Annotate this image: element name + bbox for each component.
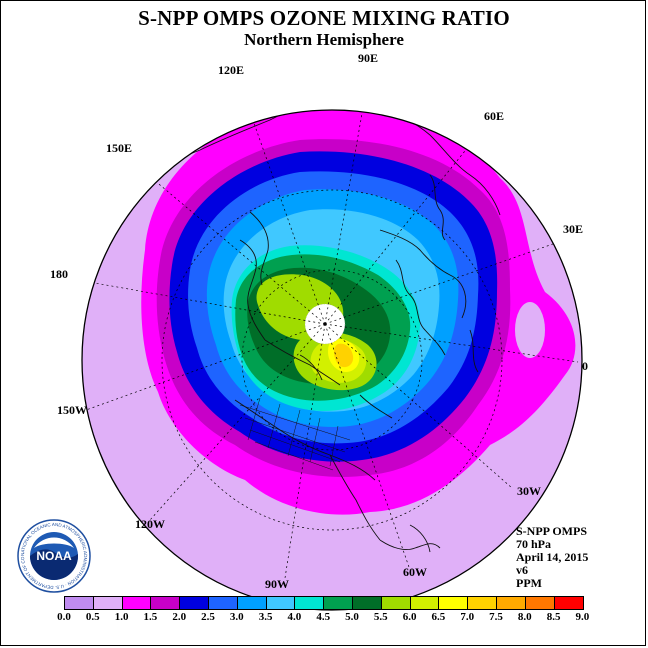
- colorbar-segment: [65, 597, 94, 609]
- colorbar: [64, 596, 585, 610]
- ozone-field: [82, 110, 582, 610]
- map-subtitle: Northern Hemisphere: [244, 30, 404, 49]
- colorbar-tick-label: 6.0: [402, 611, 417, 623]
- colorbar-segment: [93, 597, 123, 609]
- info-date: April 14, 2015: [516, 550, 589, 564]
- colorbar-segment: [208, 597, 238, 609]
- colorbar-tick-label: 1.5: [143, 611, 158, 623]
- colorbar-segment: [266, 597, 296, 609]
- colorbar-tick-label: 7.0: [460, 611, 475, 623]
- colorbar-segment: [122, 597, 152, 609]
- meridian-label-120w: 120W: [135, 517, 165, 531]
- colorbar-segment: [352, 597, 382, 609]
- colorbar-segment: [554, 597, 584, 609]
- info-instrument: S-NPP OMPS: [516, 524, 587, 538]
- meridian-label-30e: 30E: [563, 222, 583, 236]
- info-units: PPM: [516, 576, 542, 590]
- meridian-label-0: 0: [582, 359, 588, 373]
- colorbar-segment: [381, 597, 411, 609]
- colorbar-segment: [295, 597, 325, 609]
- colorbar-ticks: 0.0 0.5 1.0 1.5 2.0 2.5 3.0 3.5 4.0 4.5 5.0 5.5 6.0 6…: [57, 611, 589, 625]
- meridian-label-60w: 60W: [403, 565, 427, 579]
- colorbar-segment: [180, 597, 209, 609]
- meridian-label-60e: 60E: [484, 109, 504, 123]
- info-version: v6: [516, 563, 528, 577]
- colorbar-segment: [237, 597, 267, 609]
- meridian-label-90w: 90W: [265, 577, 289, 591]
- svg-text:NATIONAL OCEANIC AND ATMOSPHER: NATIONAL OCEANIC AND ATMOSPHERIC ADMINIS…: [0, 0, 88, 590]
- colorbar-tick-label: 4.0: [287, 611, 302, 623]
- colorbar-tick-label: 5.5: [373, 611, 388, 623]
- colorbar-segment: [468, 597, 497, 609]
- colorbar-segment: [496, 597, 526, 609]
- colorbar-tick-label: 3.5: [258, 611, 273, 623]
- meridian-labels: 120E 90E 60E 150E 30E 180 0 150W 30W 120…: [50, 51, 588, 591]
- colorbar-segment: [151, 597, 181, 609]
- meridian-label-150w: 150W: [57, 403, 87, 417]
- colorbar-segment: [324, 597, 353, 609]
- colorbar-tick-label: 4.5: [316, 611, 331, 623]
- map-title: S-NPP OMPS OZONE MIXING RATIO: [138, 6, 510, 30]
- noaa-logo-text: NOAA: [36, 549, 72, 563]
- colorbar-segment: [410, 597, 440, 609]
- colorbar-segment: [439, 597, 469, 609]
- noaa-logo-ring-text: NATIONAL OCEANIC AND ATMOSPHERIC ADMINIS…: [0, 0, 88, 590]
- colorbar-tick-label: 0.5: [85, 611, 100, 623]
- colorbar-tick-label: 2.0: [172, 611, 187, 623]
- noaa-logo: NOAA NATIONAL OCEANIC AND ATMOSPHERIC AD…: [0, 0, 91, 593]
- field-low-patch: [515, 302, 545, 358]
- map-boundary: [81, 109, 583, 611]
- colorbar-tick-label: 2.5: [201, 611, 215, 623]
- us-state-grid: [239, 397, 351, 471]
- info-pressure: 70 hPa: [516, 537, 552, 551]
- colorbar-tick-label: 8.0: [517, 611, 532, 623]
- colorbar-tick-label: 3.0: [229, 611, 244, 623]
- colorbar-tick-label: 9.0: [575, 611, 590, 623]
- colorbar-tick-label: 5.0: [345, 611, 359, 623]
- meridian-label-30w: 30W: [517, 484, 541, 498]
- product-info: S-NPP OMPS 70 hPa April 14, 2015 v6 PPM: [516, 525, 588, 590]
- meridian-label-150e: 150E: [106, 141, 132, 155]
- meridian-label-90e: 90E: [358, 51, 378, 65]
- colorbar-tick-label: 1.0: [114, 611, 129, 623]
- colorbar-segment: [525, 597, 555, 609]
- meridian-label-180: 180: [50, 267, 68, 281]
- colorbar-tick-label: 6.5: [431, 611, 446, 623]
- colorbar-tick-label: 0.0: [57, 611, 71, 623]
- meridian-label-120e: 120E: [218, 63, 244, 77]
- colorbar-tick-label: 7.5: [489, 611, 503, 623]
- colorbar-tick-label: 8.5: [546, 611, 561, 623]
- field-level-7-0: [334, 343, 354, 368]
